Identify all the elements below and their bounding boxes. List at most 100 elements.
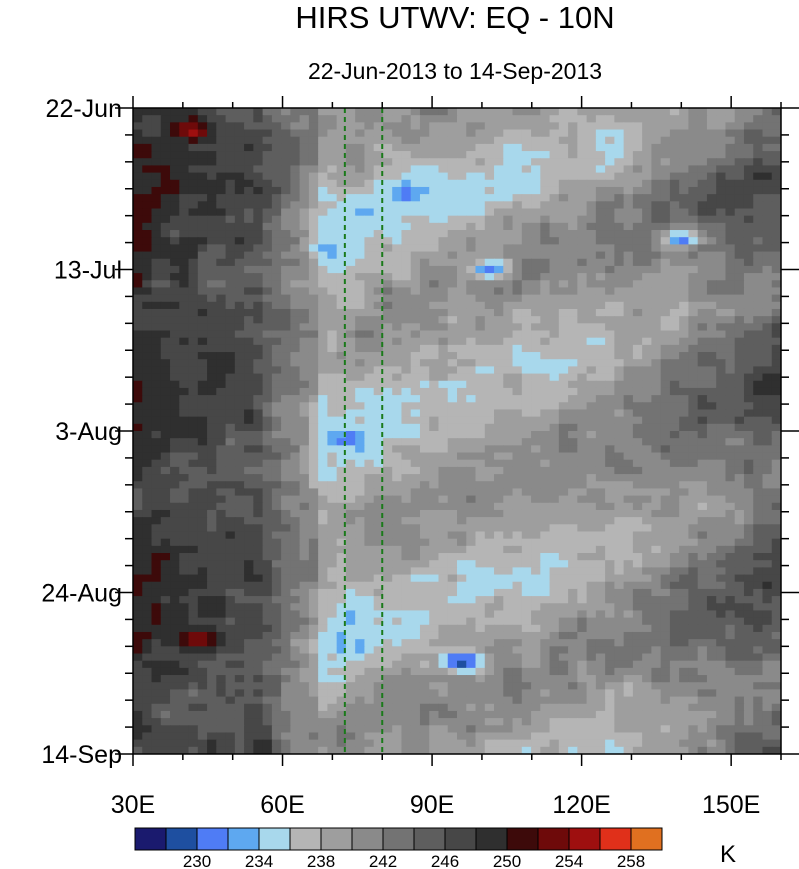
field-cell — [336, 524, 347, 533]
field-cell — [531, 294, 541, 303]
field-cell — [216, 237, 227, 245]
field-cell — [318, 474, 328, 482]
field-cell — [753, 244, 764, 253]
field-cell — [336, 215, 347, 224]
field-cell — [188, 488, 199, 497]
field-cell — [429, 129, 440, 138]
field-cell — [197, 359, 208, 367]
field-cell — [697, 581, 708, 590]
field-cell — [642, 524, 652, 533]
field-cell — [410, 108, 421, 116]
field-cell — [558, 380, 569, 389]
field-cell — [225, 502, 236, 511]
field-cell — [382, 158, 393, 167]
field-cell — [725, 179, 736, 188]
field-cell — [734, 179, 745, 188]
field-cell — [142, 495, 153, 504]
field-cell — [151, 438, 162, 446]
field-cell — [225, 588, 236, 597]
field-cell — [234, 466, 245, 475]
field-cell — [207, 373, 217, 382]
field-cell — [419, 373, 430, 382]
field-cell — [151, 151, 162, 159]
field-cell — [364, 466, 375, 475]
field-cell — [207, 230, 217, 238]
field-cell — [290, 222, 301, 231]
field-cell — [290, 373, 301, 382]
field-cell — [207, 531, 217, 540]
field-cell — [540, 538, 551, 547]
field-cell — [716, 395, 727, 403]
field-cell — [262, 143, 273, 152]
field-cell — [133, 567, 143, 576]
field-cell — [697, 502, 708, 511]
field-cell — [188, 402, 199, 411]
field-cell — [484, 524, 495, 533]
field-cell — [753, 466, 764, 475]
field-cell — [457, 481, 467, 490]
field-cell — [438, 201, 449, 210]
field-cell — [438, 366, 449, 375]
field-cell — [160, 560, 171, 568]
field-cell — [484, 330, 495, 339]
field-cell — [568, 330, 578, 339]
field-cell — [419, 108, 430, 116]
field-cell — [401, 395, 412, 403]
field-cell — [503, 416, 514, 425]
field-cell — [595, 352, 606, 360]
field-cell — [225, 280, 236, 289]
field-cell — [466, 574, 477, 583]
field-cell — [299, 502, 310, 511]
field-cell — [179, 596, 190, 604]
field-cell — [540, 158, 551, 167]
field-cell — [503, 244, 514, 253]
field-cell — [531, 596, 541, 604]
field-cell — [253, 230, 264, 238]
field-cell — [151, 423, 162, 432]
field-cell — [318, 531, 328, 540]
field-cell — [716, 230, 727, 238]
field-cell — [716, 581, 727, 590]
field-cell — [642, 581, 652, 590]
field-cell — [207, 201, 217, 210]
field-cell — [642, 287, 652, 296]
field-cell — [308, 352, 319, 360]
field-cell — [558, 201, 569, 210]
field-cell — [336, 423, 347, 432]
field-cell — [771, 308, 781, 317]
field-cell — [549, 502, 560, 511]
field-cell — [725, 208, 736, 217]
field-cell — [355, 610, 366, 619]
field-cell — [345, 108, 356, 116]
field-cell — [216, 251, 227, 260]
field-cell — [308, 337, 319, 346]
field-cell — [364, 409, 375, 418]
field-cell — [299, 380, 310, 389]
field-cell — [151, 244, 162, 253]
field-cell — [540, 502, 551, 511]
field-cell — [743, 251, 754, 260]
field-cell — [197, 330, 208, 339]
field-cell — [345, 416, 356, 425]
field-cell — [512, 115, 523, 123]
field-cell — [725, 567, 736, 576]
field-cell — [392, 352, 403, 360]
field-cell — [392, 488, 403, 497]
field-cell — [531, 151, 541, 159]
field-cell — [494, 294, 504, 303]
field-cell — [605, 280, 615, 289]
field-cell — [327, 316, 338, 324]
field-cell — [688, 323, 699, 332]
field-cell — [447, 337, 458, 346]
field-cell — [558, 158, 569, 167]
field-cell — [568, 115, 578, 123]
field-cell — [697, 344, 708, 353]
field-cell — [577, 308, 588, 317]
field-cell — [623, 323, 634, 332]
field-cell — [438, 466, 449, 475]
field-cell — [234, 122, 245, 131]
field-cell — [308, 237, 319, 245]
field-cell — [512, 402, 523, 411]
field-cell — [632, 366, 643, 375]
field-cell — [706, 265, 717, 274]
